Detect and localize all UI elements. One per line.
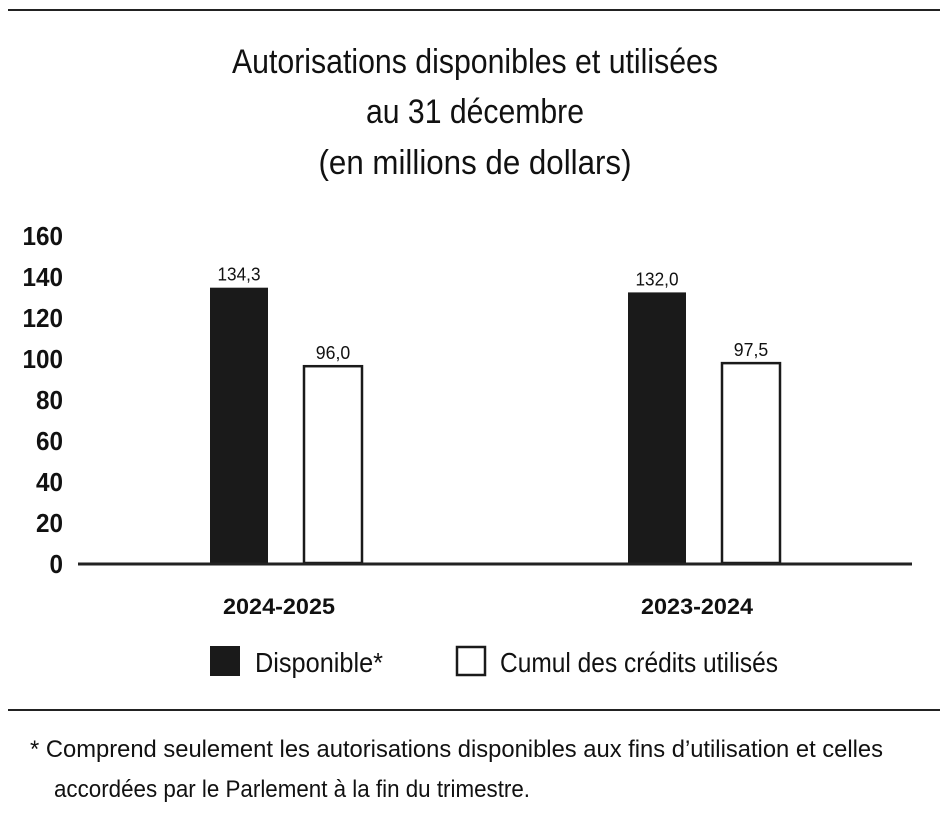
data-label: 97,5 <box>734 340 768 360</box>
bar-cumul-2024-2025 <box>302 364 364 565</box>
y-tick-label: 120 <box>23 303 64 333</box>
data-label: 132,0 <box>636 269 679 289</box>
y-axis-ticks: 0 20 40 60 80 100 120 140 160 <box>23 221 64 579</box>
legend: Disponible* Cumul des crédits utilisés <box>210 645 778 678</box>
y-tick-label: 0 <box>50 549 64 579</box>
footnote-line-2: accordées par le Parlement à la fin du t… <box>54 776 530 803</box>
bars: 134,3 96,0 132,0 97,5 <box>210 265 782 565</box>
y-tick-label: 160 <box>23 221 64 251</box>
bar-disponible-2023-2024 <box>628 292 686 563</box>
x-tick-label-2023-2024: 2023-2024 <box>641 594 754 619</box>
y-tick-label: 80 <box>36 385 63 415</box>
x-tick-label-2024-2025: 2024-2025 <box>223 594 335 619</box>
y-tick-label: 140 <box>23 262 64 292</box>
chart-title-line-3: (en millions de dollars) <box>319 144 632 182</box>
bar-disponible-2024-2025 <box>210 287 268 563</box>
y-tick-label: 100 <box>23 344 64 374</box>
chart-title-line-2: au 31 décembre <box>366 93 584 131</box>
legend-swatch-cumul <box>455 645 487 677</box>
data-label: 96,0 <box>316 343 350 363</box>
legend-swatch-disponible <box>210 646 240 676</box>
y-tick-label: 60 <box>36 426 63 456</box>
footnote-line-1: * Comprend seulement les autorisations d… <box>30 736 883 763</box>
y-tick-label: 20 <box>36 508 63 538</box>
data-label: 134,3 <box>218 265 261 285</box>
y-tick-label: 40 <box>36 467 63 497</box>
legend-label-cumul: Cumul des crédits utilisés <box>500 647 778 678</box>
bar-cumul-2023-2024 <box>720 361 782 565</box>
legend-label-disponible: Disponible* <box>255 647 383 678</box>
chart-title-line-1: Autorisations disponibles et utilisées <box>232 43 718 81</box>
